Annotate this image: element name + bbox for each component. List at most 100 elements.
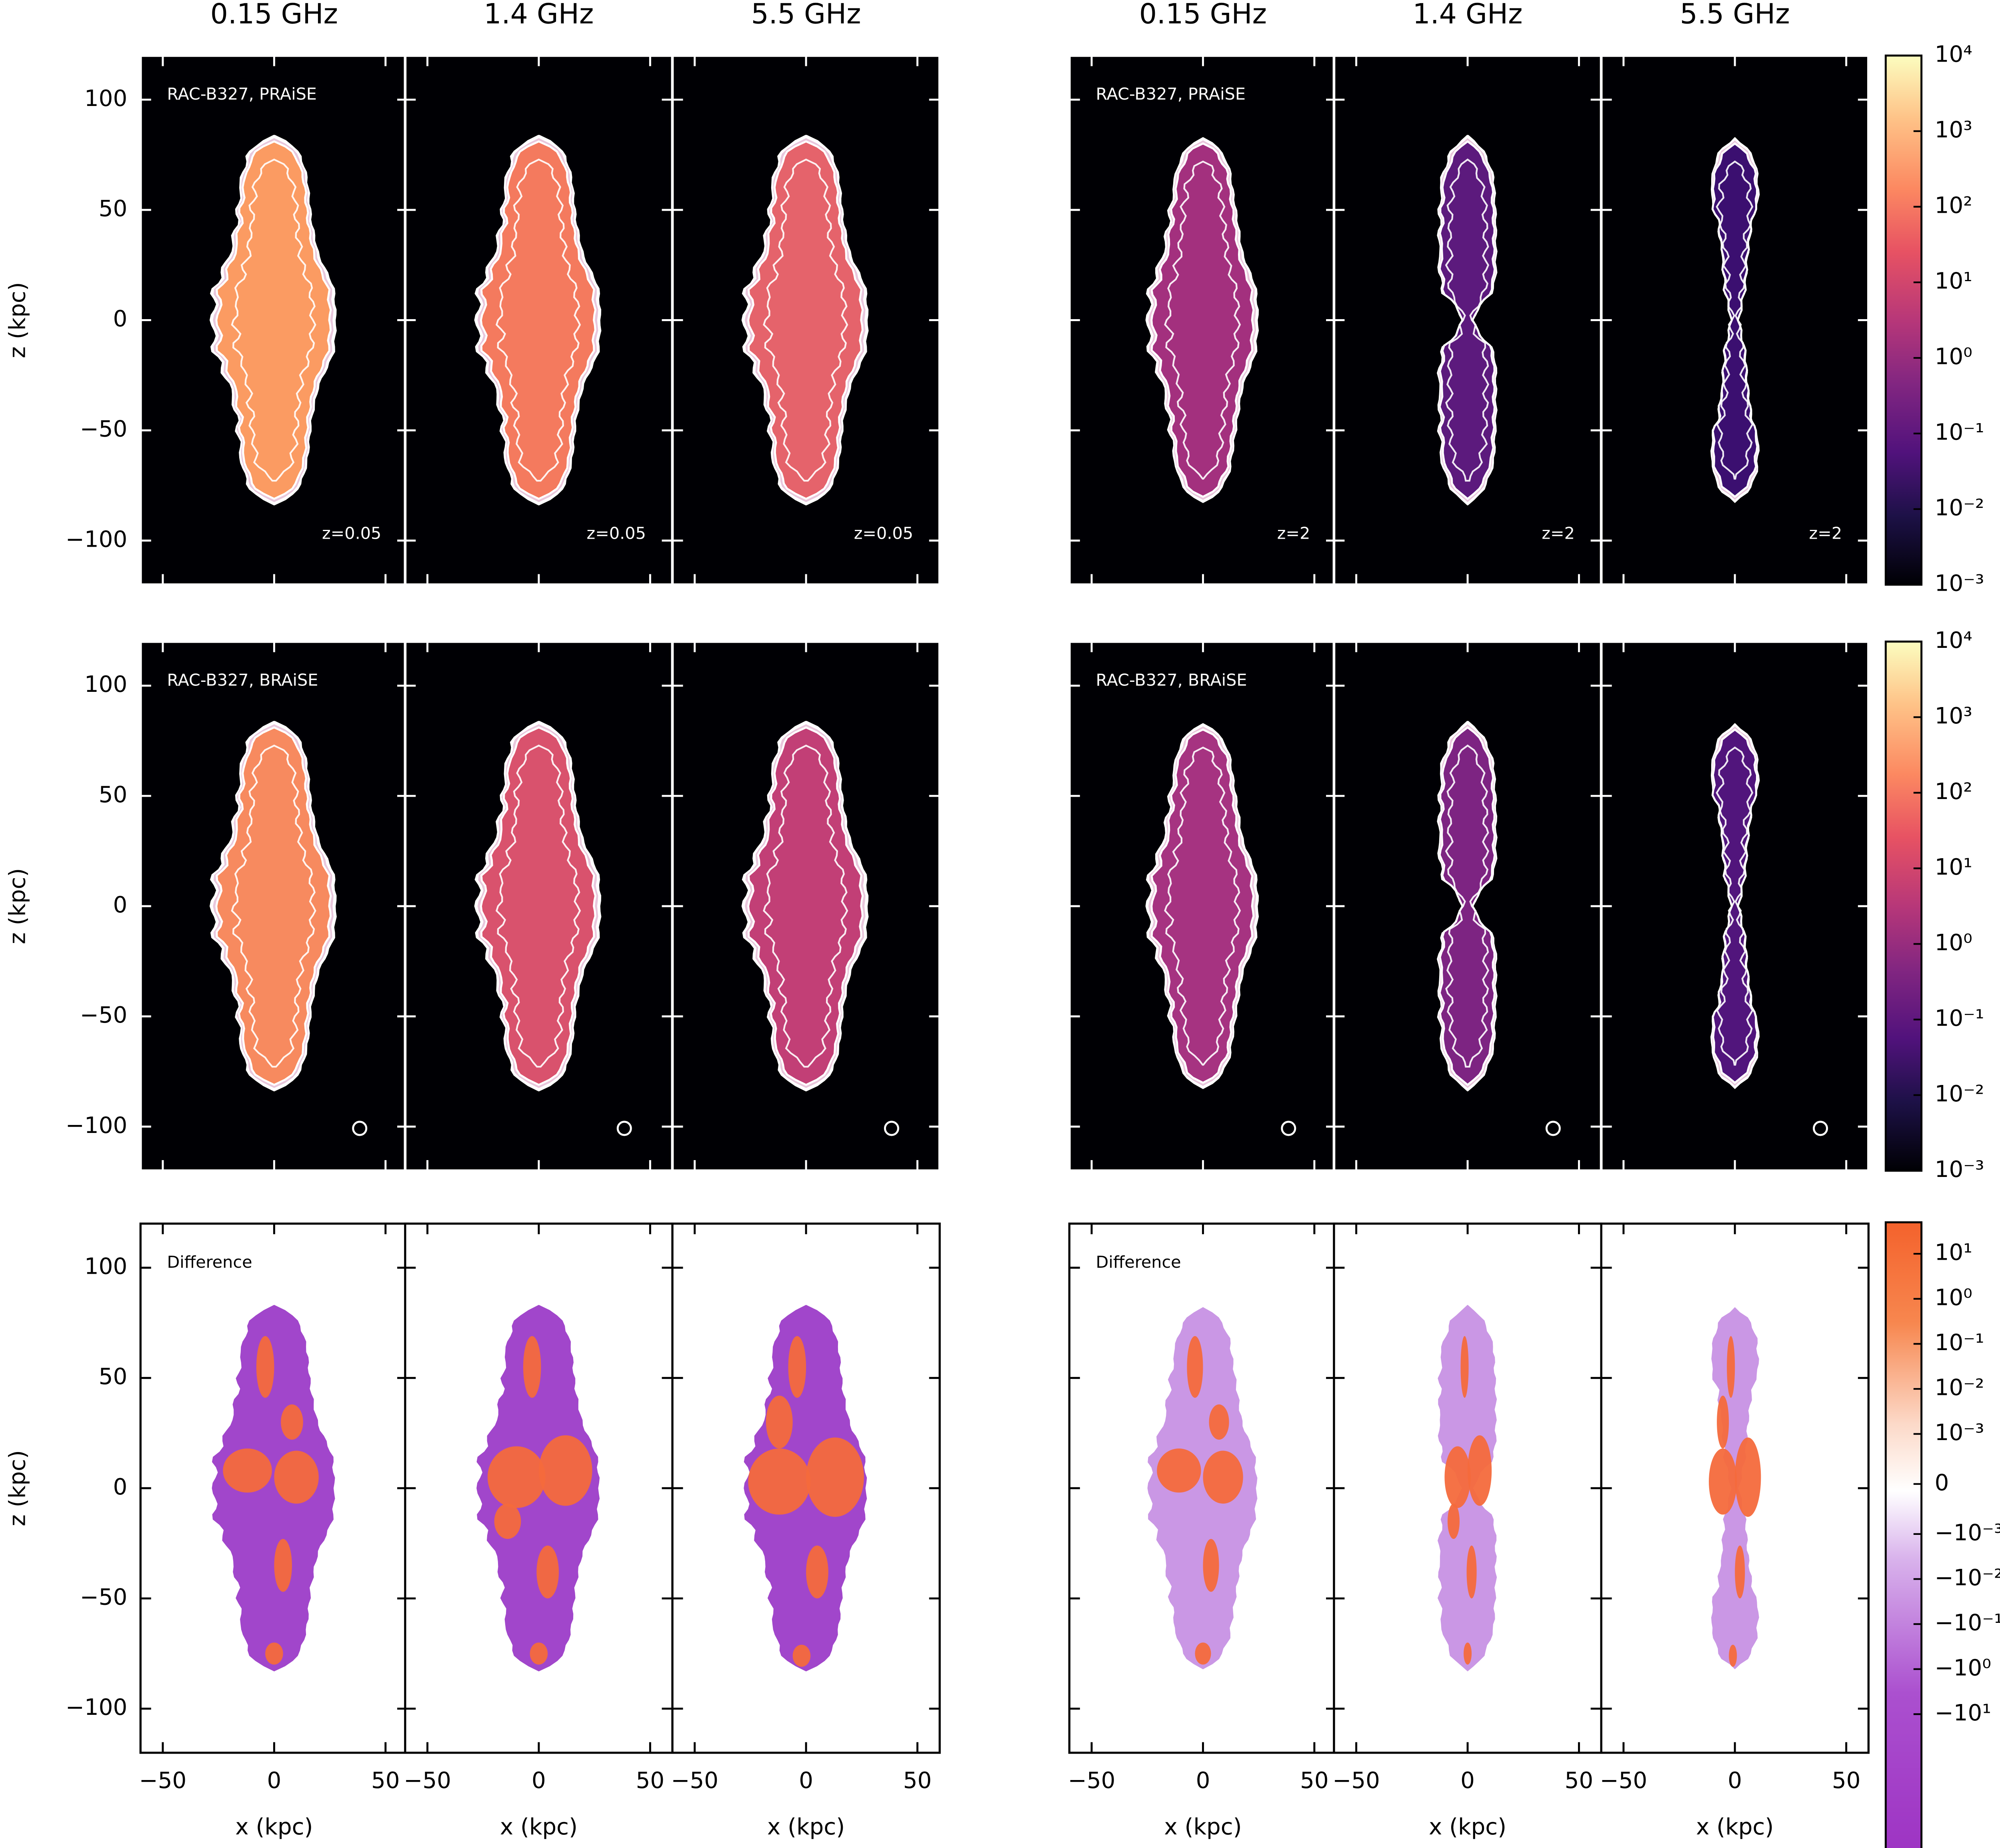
y-tick-label: 50 xyxy=(99,196,128,222)
difference-positive xyxy=(1727,1336,1735,1398)
difference-positive xyxy=(274,1450,319,1504)
inner-contour xyxy=(1164,746,1241,1066)
column-title: 1.4 GHz xyxy=(484,0,594,30)
y-tick-label: 50 xyxy=(99,1364,128,1390)
panel xyxy=(1600,640,1870,1172)
y-tick-label: 100 xyxy=(84,671,127,697)
redshift-label: z=2 xyxy=(1542,523,1575,543)
colorbar-tick-label: 10³ xyxy=(1935,703,1972,729)
x-tick-label: 50 xyxy=(1565,1768,1594,1794)
inner-contour xyxy=(763,158,848,482)
colorbar-tick-label: 10⁻³ xyxy=(1935,571,1984,597)
emission-region xyxy=(747,726,864,1086)
colorbar-tick-label: 10¹ xyxy=(1935,854,1972,880)
difference-negative xyxy=(212,1305,335,1672)
beam xyxy=(884,1121,899,1136)
difference-positive xyxy=(274,1539,292,1592)
redshift-label: z=0.05 xyxy=(587,523,646,543)
panel xyxy=(671,1223,941,1754)
x-axis-label: x (kpc) xyxy=(1429,1814,1506,1840)
panel xyxy=(671,640,941,1172)
difference-positive xyxy=(748,1448,811,1515)
panel-label: RAC-B327, PRAiSE xyxy=(167,84,316,104)
x-tick-label: −50 xyxy=(404,1768,451,1794)
column-title: 5.5 GHz xyxy=(1680,0,1790,30)
difference-positive xyxy=(1735,1437,1761,1517)
colorbar-tick-label: 10⁻³ xyxy=(1935,1420,1984,1446)
difference-positive xyxy=(281,1404,303,1440)
colorbar-tick-label: −10⁻¹ xyxy=(1935,1610,2000,1636)
y-tick-label: 100 xyxy=(84,86,127,112)
difference-positive xyxy=(1187,1336,1203,1398)
colorbar-tick-label: 10² xyxy=(1935,779,1972,805)
colorbar-tick-label: 10² xyxy=(1935,193,1972,219)
x-tick-label: 0 xyxy=(799,1768,813,1794)
difference-positive xyxy=(806,1437,864,1517)
difference-positive xyxy=(530,1642,548,1665)
redshift-label: z=0.05 xyxy=(854,523,913,543)
difference-positive xyxy=(487,1446,546,1508)
x-axis-label: x (kpc) xyxy=(500,1814,578,1840)
panel xyxy=(1332,54,1603,586)
panel xyxy=(1600,54,1870,586)
difference-positive xyxy=(806,1545,828,1598)
difference-negative xyxy=(1147,1307,1258,1670)
difference-positive xyxy=(223,1448,272,1493)
inner-contour xyxy=(763,744,848,1068)
y-tick-label: −50 xyxy=(80,1584,128,1610)
inner-contour xyxy=(495,744,581,1068)
difference-positive xyxy=(1444,1446,1471,1508)
panel xyxy=(404,1223,674,1754)
x-tick-label: 50 xyxy=(1832,1768,1861,1794)
colorbar-tick-label: 10⁴ xyxy=(1935,627,1972,653)
y-axis-label: z (kpc) xyxy=(5,868,31,944)
panel xyxy=(1068,1223,1338,1754)
y-tick-label: 0 xyxy=(113,892,127,918)
difference-positive xyxy=(1466,1545,1477,1598)
colorbar-tick-label: −10¹ xyxy=(1935,1700,1991,1726)
inner-contour xyxy=(231,158,316,482)
difference-positive xyxy=(523,1336,541,1398)
y-tick-label: −100 xyxy=(66,526,127,552)
beam xyxy=(1813,1121,1828,1136)
panel-label: Difference xyxy=(167,1253,252,1272)
panel xyxy=(139,54,409,586)
inner-contour xyxy=(1716,746,1754,1066)
difference-positive xyxy=(792,1644,811,1667)
difference-positive xyxy=(1447,1503,1460,1539)
difference-positive xyxy=(1203,1539,1219,1592)
panel-label: RAC-B327, PRAiSE xyxy=(1096,84,1246,104)
emission-region xyxy=(747,140,864,500)
emission-region xyxy=(1438,726,1496,1086)
difference-positive xyxy=(256,1336,274,1398)
x-tick-label: 0 xyxy=(1196,1768,1210,1794)
difference-positive xyxy=(1195,1642,1211,1665)
colorbar-tick-label: −10⁻³ xyxy=(1935,1520,2000,1546)
difference-positive xyxy=(1468,1435,1492,1506)
redshift-label: z=2 xyxy=(1809,523,1842,543)
x-tick-label: −50 xyxy=(1068,1768,1116,1794)
colorbar-tick-label: 10⁰ xyxy=(1935,930,1972,956)
beam xyxy=(1545,1121,1561,1136)
x-tick-label: 0 xyxy=(532,1768,546,1794)
emission-region xyxy=(480,140,597,500)
difference-positive xyxy=(494,1503,521,1539)
column-title: 0.15 GHz xyxy=(1139,0,1267,30)
x-tick-label: 0 xyxy=(1460,1768,1475,1794)
colorbar-tick-label: 10⁻¹ xyxy=(1935,1005,1984,1031)
difference-positive xyxy=(1729,1644,1737,1667)
colorbar-tick-label: 10³ xyxy=(1935,117,1972,143)
difference-positive xyxy=(1464,1642,1472,1665)
colorbar xyxy=(1884,1221,1923,1848)
difference-positive xyxy=(1157,1448,1201,1493)
inner-contour xyxy=(495,158,581,482)
x-tick-label: 50 xyxy=(903,1768,932,1794)
emission-region xyxy=(215,726,332,1086)
x-axis-label: x (kpc) xyxy=(767,1814,845,1840)
colorbar-tick-label: 10⁻² xyxy=(1935,1375,1984,1401)
panel xyxy=(139,640,409,1172)
y-tick-label: −100 xyxy=(66,1694,127,1720)
x-tick-label: −50 xyxy=(671,1768,718,1794)
redshift-label: z=0.05 xyxy=(322,523,381,543)
beam xyxy=(352,1121,368,1136)
